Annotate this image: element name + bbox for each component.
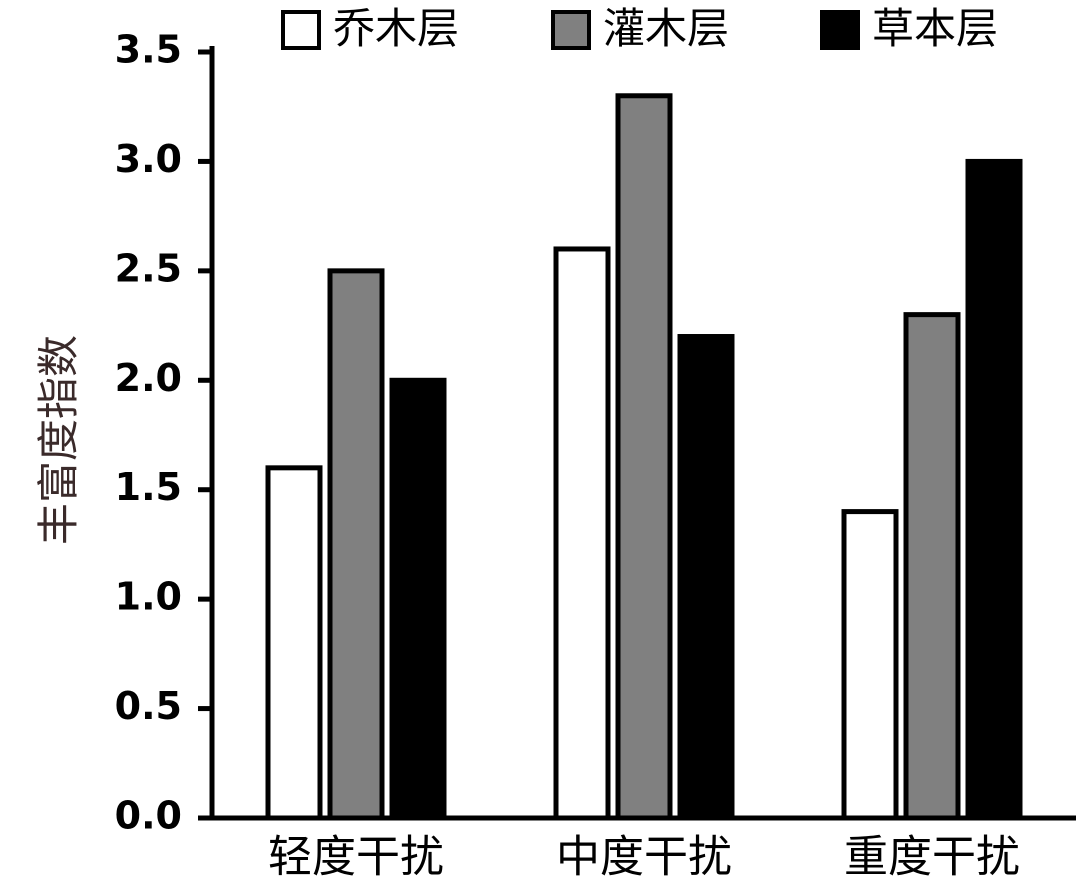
y-axis-title: 丰富度指数 [34,335,83,545]
legend-label: 乔木层 [333,4,459,53]
y-tick-label: 0.0 [115,794,182,838]
legend-swatch [281,10,321,50]
y-tick-label: 1.5 [115,465,182,509]
y-tick-label: 0.5 [115,684,182,728]
legend-swatch [551,10,591,50]
bar [265,465,323,821]
bar [327,268,385,821]
bar [903,312,961,821]
bar [677,334,735,821]
y-tick-label: 2.0 [115,356,182,400]
bar [615,93,673,821]
y-tick-label: 1.0 [115,575,182,619]
bar [389,377,447,821]
bar [965,158,1023,821]
bar [553,246,611,821]
legend-label: 草本层 [872,4,998,53]
bar [841,509,899,821]
x-tick-label: 中度干扰 [556,832,732,883]
legend-swatch [820,10,860,50]
y-tick-label: 2.5 [115,246,182,290]
y-tick-label: 3.0 [115,137,182,181]
legend-label: 灌木层 [603,4,729,53]
y-tick-label: 3.5 [115,28,182,72]
x-tick-label: 轻度干扰 [268,832,444,883]
x-tick-label: 重度干扰 [844,832,1020,883]
